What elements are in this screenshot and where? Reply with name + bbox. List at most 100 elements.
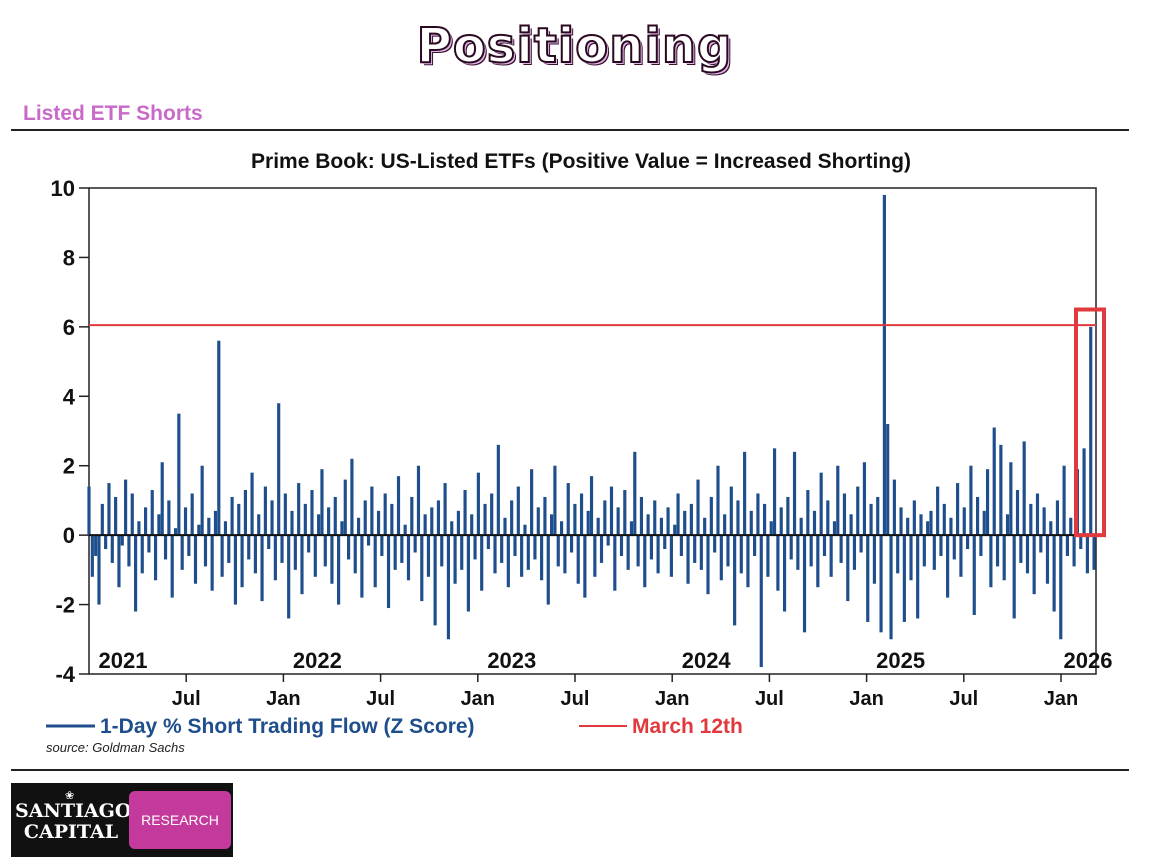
bar	[506, 535, 510, 588]
bar	[540, 535, 544, 581]
bar	[1009, 462, 1013, 536]
bar	[926, 521, 930, 536]
bar	[839, 535, 843, 563]
bar	[882, 194, 886, 536]
bar	[619, 535, 624, 556]
bar	[693, 535, 697, 563]
x-year-label: 2023	[487, 648, 536, 673]
bar	[443, 483, 447, 536]
bar	[989, 535, 993, 588]
bar	[210, 535, 214, 591]
bar	[576, 535, 580, 584]
bar	[376, 510, 381, 536]
bar	[966, 535, 970, 550]
bar	[759, 535, 763, 668]
bar	[217, 340, 221, 536]
bar	[729, 486, 733, 536]
bar	[253, 535, 257, 574]
bar	[639, 496, 644, 536]
bar	[97, 535, 101, 605]
bar	[956, 483, 960, 536]
bar	[327, 507, 331, 536]
bar	[483, 503, 487, 536]
bar	[140, 535, 144, 574]
bar	[596, 517, 600, 536]
logo-research-badge: RESEARCH	[129, 791, 231, 849]
bar	[240, 535, 244, 588]
bar	[975, 496, 980, 536]
logo-name: SANTIAGO CAPITAL	[15, 801, 131, 843]
bar	[736, 500, 740, 536]
bar	[390, 503, 394, 536]
bar	[293, 535, 297, 570]
bar	[623, 490, 627, 536]
bar	[782, 535, 787, 612]
bar	[719, 535, 723, 581]
bar	[130, 493, 134, 536]
bar	[1022, 441, 1026, 536]
bar	[104, 535, 108, 550]
bar	[939, 535, 943, 556]
bar	[117, 535, 121, 588]
bar	[153, 535, 158, 581]
bar	[360, 535, 364, 598]
bar	[969, 465, 973, 536]
bar	[909, 535, 913, 581]
bar	[543, 496, 547, 536]
bar	[333, 496, 337, 536]
bar	[263, 486, 267, 536]
source-note: source: Goldman Sachs	[46, 740, 185, 755]
x-year-label: 2026	[1064, 648, 1113, 673]
bar	[886, 424, 890, 536]
bar	[872, 535, 876, 584]
bar	[100, 503, 104, 536]
bar	[936, 486, 940, 536]
bar	[616, 507, 620, 536]
bar	[283, 493, 287, 536]
bar	[433, 535, 437, 626]
bar	[440, 535, 444, 567]
bar	[410, 496, 414, 536]
bar	[979, 535, 983, 556]
bar	[733, 535, 737, 626]
bar	[1089, 326, 1093, 536]
bar	[436, 500, 441, 536]
bar	[653, 500, 657, 536]
bar	[413, 535, 417, 553]
bar	[110, 535, 114, 563]
bar	[573, 503, 577, 536]
bar	[480, 535, 484, 591]
x-month-label: Jul	[561, 688, 590, 710]
bar	[137, 521, 141, 536]
bar	[946, 535, 950, 598]
bar	[523, 524, 527, 536]
bar	[586, 510, 590, 536]
bar	[559, 521, 564, 536]
bar	[193, 535, 198, 584]
bar	[420, 535, 424, 602]
x-month-label: Jul	[366, 688, 395, 710]
bar	[846, 535, 850, 602]
bar	[90, 535, 94, 577]
bar	[1002, 535, 1006, 581]
bar	[160, 462, 164, 536]
bar	[143, 507, 148, 536]
y-tick-label: 0	[63, 523, 75, 548]
bar	[267, 535, 271, 550]
bar	[476, 472, 480, 536]
bar	[496, 444, 500, 536]
x-month-label: Jul	[172, 688, 201, 710]
bar	[959, 535, 963, 577]
bar	[203, 535, 208, 567]
bar	[503, 517, 507, 536]
bar	[626, 535, 630, 570]
bar	[237, 503, 241, 536]
bar	[320, 469, 324, 536]
bar	[852, 535, 857, 570]
bar	[769, 521, 773, 536]
bar	[972, 535, 976, 615]
bar	[370, 486, 374, 536]
bar	[173, 528, 178, 536]
bar	[892, 479, 896, 536]
bar	[1035, 493, 1040, 536]
